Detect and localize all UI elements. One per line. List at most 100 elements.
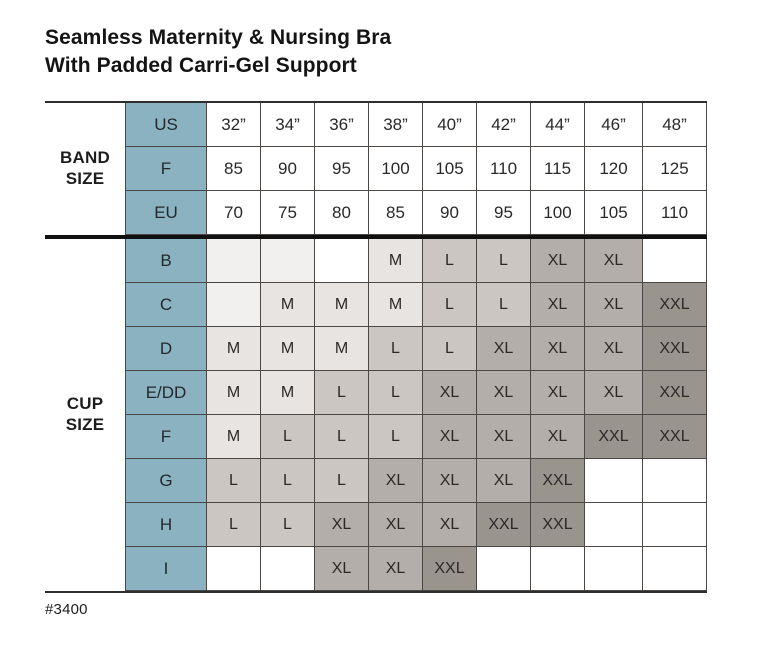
size-cell	[531, 547, 585, 591]
chart-title-line2: With Padded Carri-Gel Support	[45, 54, 357, 78]
band-header-cell: 36”	[315, 103, 369, 147]
band-value-cell: 90	[261, 147, 315, 191]
size-cell	[207, 239, 261, 283]
band-header-cell: 34”	[261, 103, 315, 147]
size-cell: XL	[477, 327, 531, 371]
size-cell: M	[261, 371, 315, 415]
band-value-cell: 100	[531, 191, 585, 235]
size-cell: L	[423, 283, 477, 327]
top-rule	[45, 101, 707, 103]
size-cell: M	[369, 283, 423, 327]
size-cell: M	[315, 283, 369, 327]
size-cell	[261, 239, 315, 283]
band-value-cell: 95	[477, 191, 531, 235]
size-cell: L	[477, 283, 531, 327]
cup-row-label-c: C	[125, 283, 207, 327]
size-cell: L	[315, 459, 369, 503]
size-cell: XL	[585, 239, 643, 283]
size-cell: XL	[531, 239, 585, 283]
product-code: #3400	[45, 601, 88, 618]
band-value-cell: 105	[423, 147, 477, 191]
size-cell: XL	[369, 503, 423, 547]
band-header-cell: 42”	[477, 103, 531, 147]
band-row-label-f: F	[125, 147, 207, 191]
band-header-cell: 38”	[369, 103, 423, 147]
size-cell	[643, 547, 707, 591]
size-cell: XXL	[643, 371, 707, 415]
size-cell: XL	[477, 371, 531, 415]
size-cell: XL	[423, 371, 477, 415]
band-value-cell: 95	[315, 147, 369, 191]
size-cell	[477, 547, 531, 591]
band-value-cell: 85	[369, 191, 423, 235]
cup-row-label-d: D	[125, 327, 207, 371]
size-cell: L	[261, 415, 315, 459]
size-cell: L	[261, 459, 315, 503]
band-value-cell: 110	[477, 147, 531, 191]
size-cell: XL	[585, 283, 643, 327]
band-size-group-label: BAND SIZE	[45, 103, 125, 235]
band-value-cell: 125	[643, 147, 707, 191]
band-header-cell: 48”	[643, 103, 707, 147]
size-chart: BAND SIZE US 32” 34” 36” 38” 40” 42” 44”…	[45, 101, 707, 593]
cup-row-label-f: F	[125, 415, 207, 459]
size-cell	[261, 547, 315, 591]
band-value-cell: 85	[207, 147, 261, 191]
size-cell: M	[207, 371, 261, 415]
size-cell: L	[315, 371, 369, 415]
band-header-cell: 44”	[531, 103, 585, 147]
section-divider-rule	[45, 235, 707, 239]
size-cell	[207, 283, 261, 327]
band-header-cell: 40”	[423, 103, 477, 147]
size-cell: XL	[531, 371, 585, 415]
size-cell: XXL	[643, 283, 707, 327]
band-value-cell: 110	[643, 191, 707, 235]
band-value-cell: 90	[423, 191, 477, 235]
size-cell: L	[369, 415, 423, 459]
size-cell: XXL	[585, 415, 643, 459]
size-cell	[315, 239, 369, 283]
band-header-cell: 46”	[585, 103, 643, 147]
bottom-rule	[45, 591, 707, 593]
cup-row-label-h: H	[125, 503, 207, 547]
band-value-cell: 100	[369, 147, 423, 191]
size-cell: XL	[531, 283, 585, 327]
size-cell: L	[477, 239, 531, 283]
size-cell: XL	[585, 371, 643, 415]
size-cell	[585, 503, 643, 547]
size-cell: XL	[531, 327, 585, 371]
size-cell: XL	[369, 547, 423, 591]
cup-size-section: CUP SIZE B M L L XL XL C M M M L L XL XL…	[45, 239, 707, 591]
size-cell: L	[369, 327, 423, 371]
size-cell: XXL	[531, 503, 585, 547]
size-cell: XXL	[643, 327, 707, 371]
size-cell: XL	[315, 503, 369, 547]
band-value-cell: 80	[315, 191, 369, 235]
band-size-section: BAND SIZE US 32” 34” 36” 38” 40” 42” 44”…	[45, 103, 707, 235]
size-cell: XL	[477, 415, 531, 459]
size-cell: M	[369, 239, 423, 283]
size-cell: XL	[531, 415, 585, 459]
size-cell: XL	[315, 547, 369, 591]
cup-row-label-g: G	[125, 459, 207, 503]
size-cell: L	[261, 503, 315, 547]
size-cell: M	[207, 327, 261, 371]
size-cell: M	[315, 327, 369, 371]
chart-title: Seamless Maternity & Nursing Bra With Pa…	[45, 24, 391, 81]
size-cell	[643, 503, 707, 547]
band-value-cell: 115	[531, 147, 585, 191]
size-cell	[643, 459, 707, 503]
chart-title-line1: Seamless Maternity & Nursing Bra	[45, 26, 392, 49]
size-cell: XL	[423, 503, 477, 547]
size-cell: L	[369, 371, 423, 415]
size-cell: M	[261, 283, 315, 327]
size-cell	[585, 459, 643, 503]
size-cell: XXL	[531, 459, 585, 503]
size-cell: L	[423, 327, 477, 371]
size-cell: XL	[423, 415, 477, 459]
size-cell: XXL	[477, 503, 531, 547]
size-cell	[585, 547, 643, 591]
size-cell: XL	[477, 459, 531, 503]
size-cell: L	[207, 503, 261, 547]
band-header-cell: 32”	[207, 103, 261, 147]
